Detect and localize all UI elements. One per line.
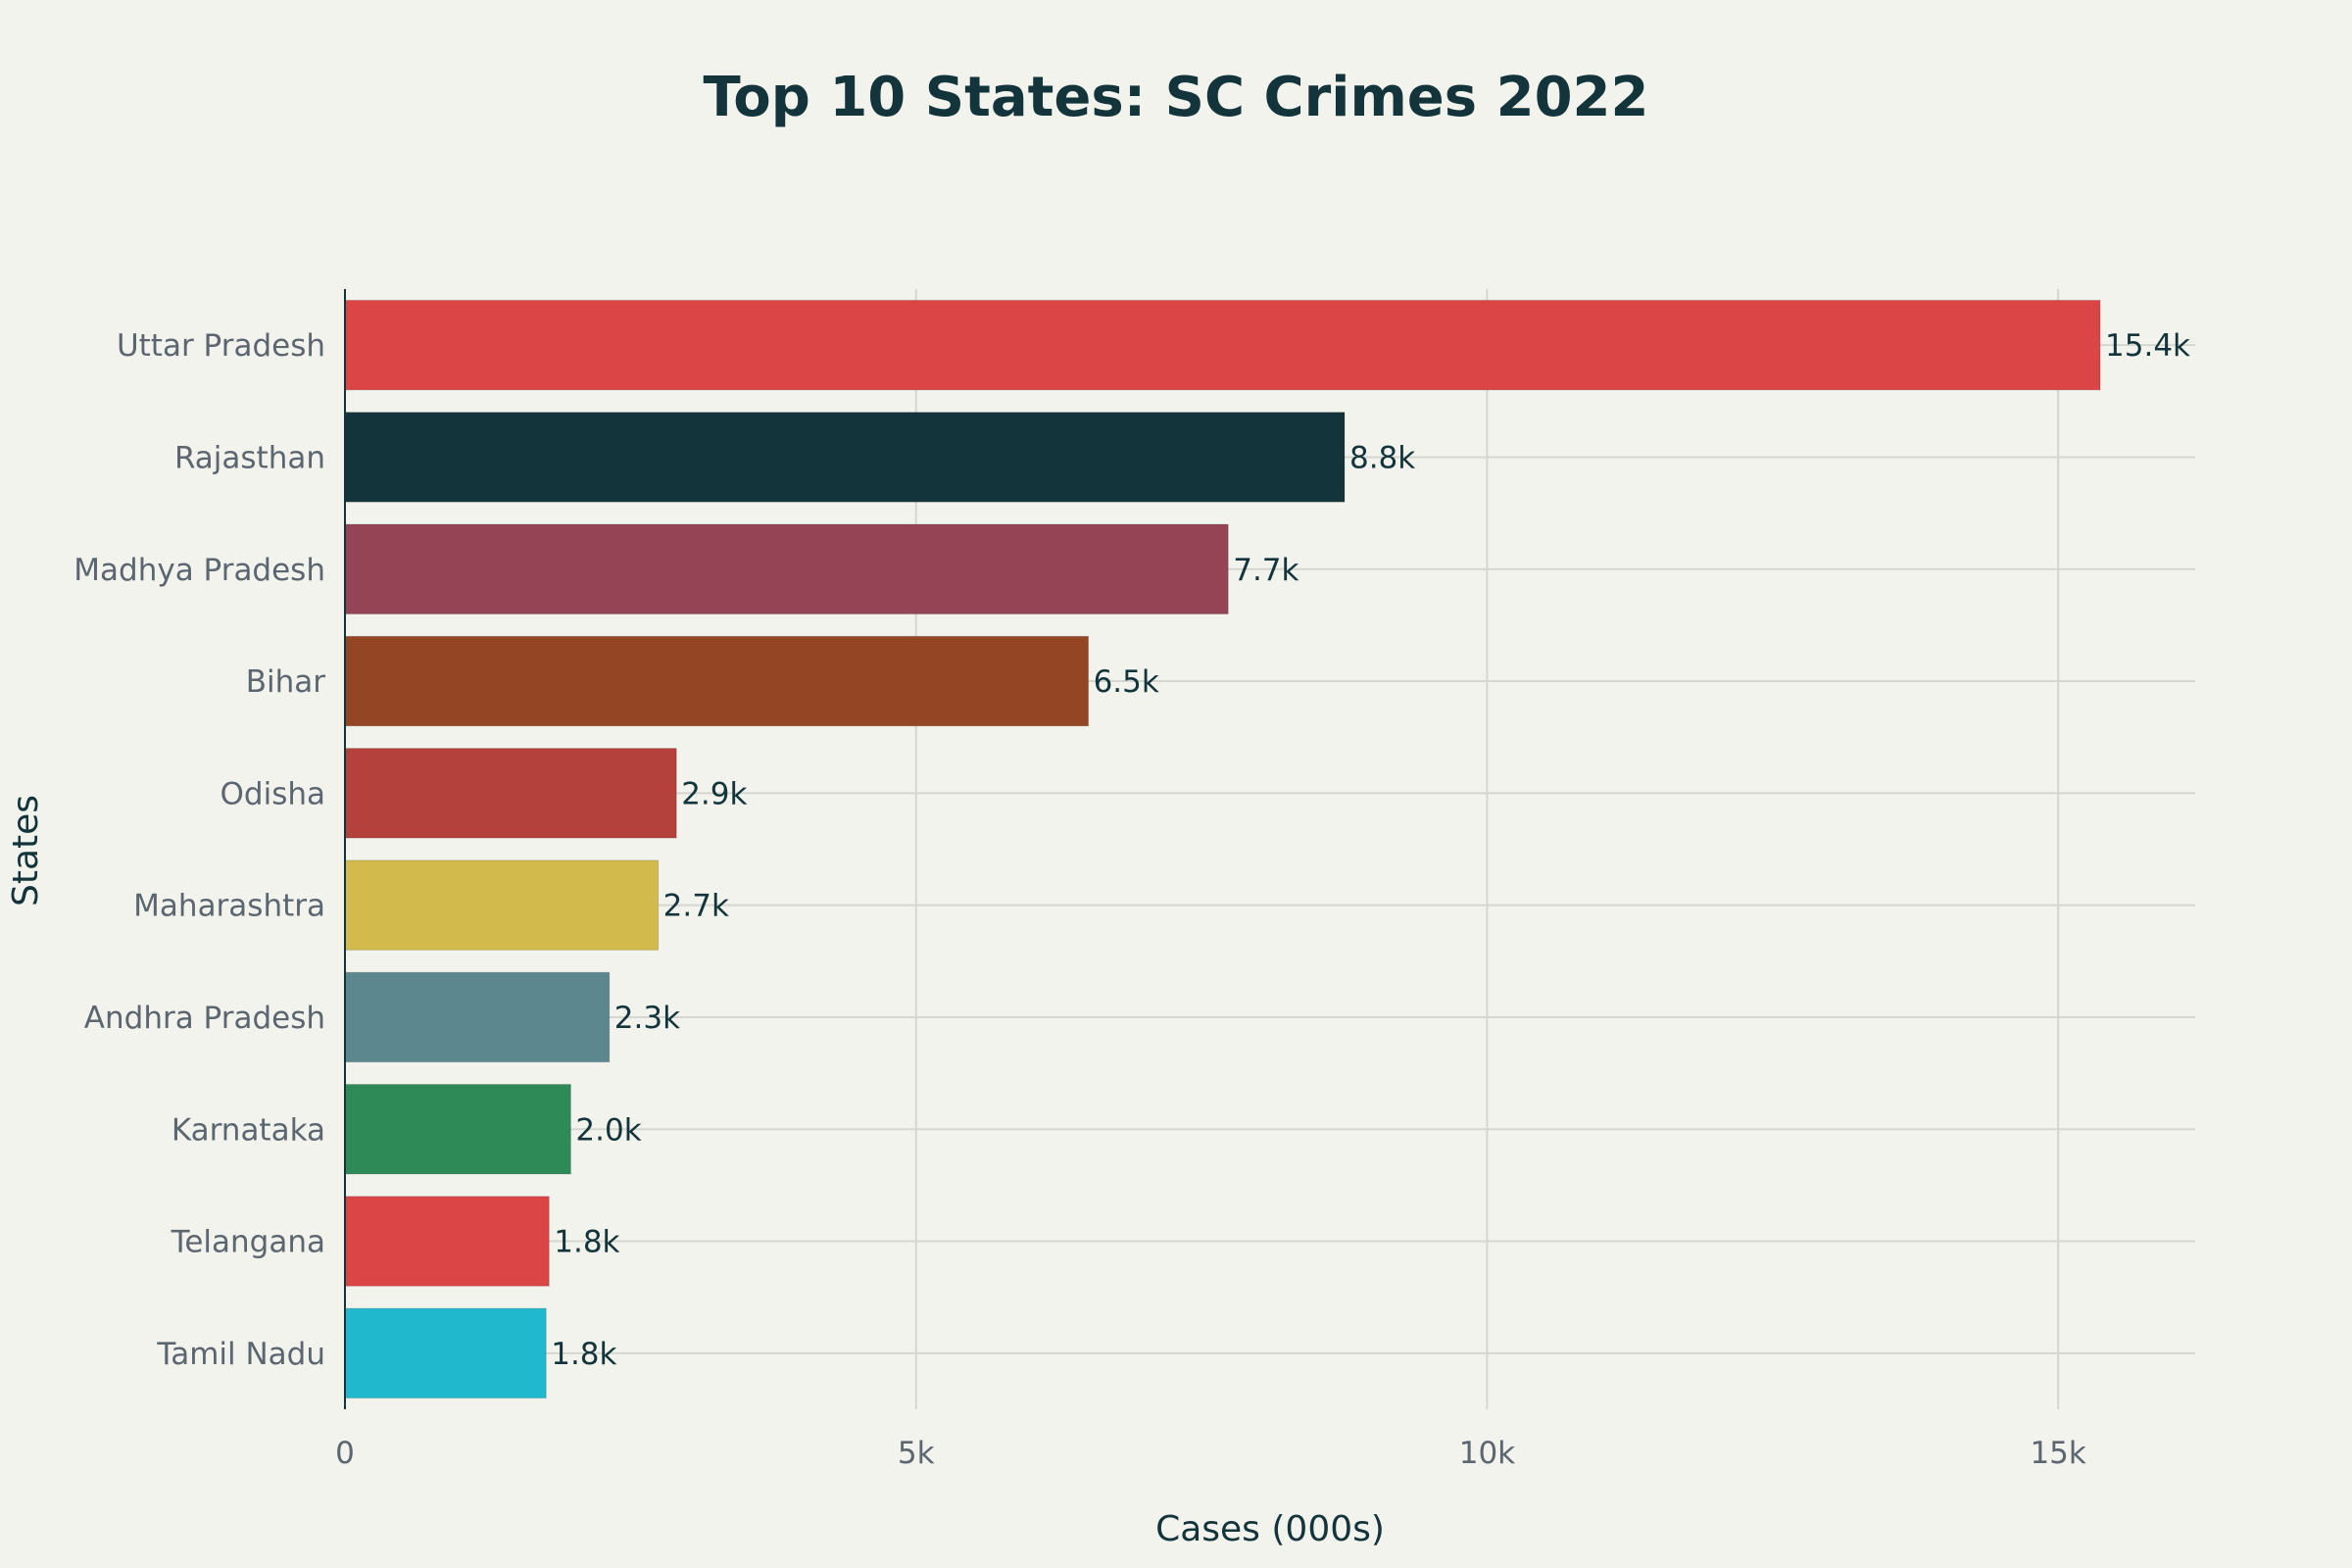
data-label: 2.3k [614,1001,680,1036]
data-label: 2.7k [663,889,729,924]
data-label: 15.4k [2105,328,2190,364]
data-label: 1.8k [554,1225,619,1260]
data-label: 2.9k [681,776,747,811]
y-tick-label: Maharashtra [133,889,325,924]
bar [344,635,1090,727]
x-tick-label: 0 [335,1436,355,1471]
x-axis-title: Cases (000s) [1155,1509,1385,1549]
data-label: 8.8k [1349,440,1415,475]
bar [344,748,677,839]
bar [344,412,1346,503]
bar [344,299,2101,391]
y-tick-label: Uttar Pradesh [117,328,325,364]
y-tick-label: Bihar [246,664,326,700]
y-tick-label: Madhya Pradesh [74,553,325,588]
data-label: 2.0k [575,1112,641,1148]
bar [344,1307,547,1399]
y-tick-label: Telangana [171,1225,325,1260]
bar [344,1196,550,1287]
x-tick-label: 15k [2030,1436,2085,1471]
data-label: 6.5k [1094,664,1159,700]
y-tick-label: Karnataka [172,1112,325,1148]
data-label: 7.7k [1233,553,1298,588]
chart-title: Top 10 States: SC Crimes 2022 [704,66,1649,129]
y-tick-label: Odisha [220,776,326,811]
labels: 0 5k 10k 15k Uttar Pradesh 15.4k Rajasthan 8.8k… [74,328,2190,1471]
y-tick-label: Rajasthan [174,440,325,475]
bar [344,859,660,951]
y-tick-label: Tamil Nadu [156,1337,325,1372]
y-tick-label: Andhra Pradesh [84,1001,325,1036]
x-tick-label: 5k [898,1436,935,1471]
data-label: 1.8k [551,1337,616,1372]
bar [344,1084,571,1175]
x-tick-label: 10k [1459,1436,1515,1471]
bars [344,299,2101,1399]
y-axis-title: States [6,795,46,906]
bar [344,971,611,1063]
bar [344,523,1229,614]
